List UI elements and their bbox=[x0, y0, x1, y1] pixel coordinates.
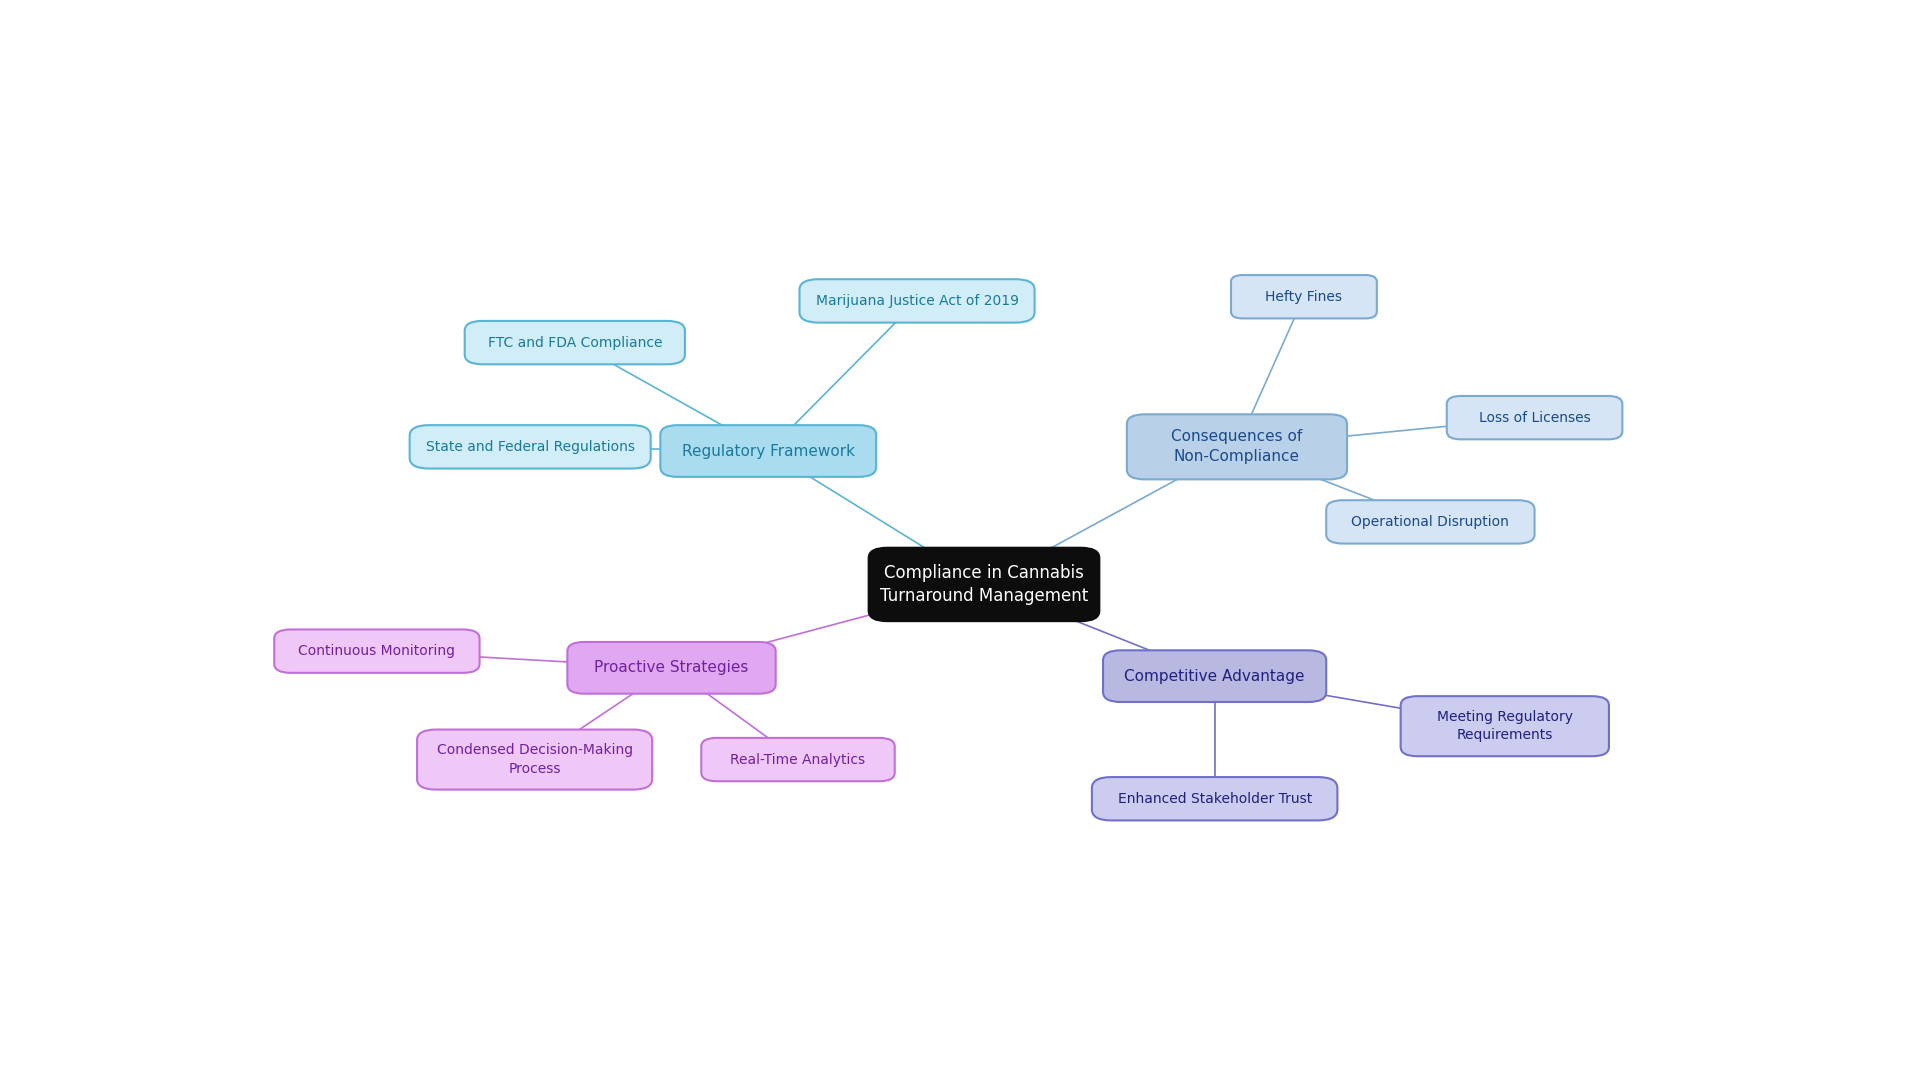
Text: FTC and FDA Compliance: FTC and FDA Compliance bbox=[488, 336, 662, 350]
Text: Loss of Licenses: Loss of Licenses bbox=[1478, 410, 1590, 425]
Text: Meeting Regulatory
Requirements: Meeting Regulatory Requirements bbox=[1436, 710, 1572, 743]
Text: Operational Disruption: Operational Disruption bbox=[1352, 514, 1509, 529]
FancyBboxPatch shape bbox=[275, 629, 480, 673]
FancyBboxPatch shape bbox=[799, 279, 1035, 323]
Text: Compliance in Cannabis
Turnaround Management: Compliance in Cannabis Turnaround Manage… bbox=[879, 563, 1089, 605]
FancyBboxPatch shape bbox=[1092, 778, 1338, 821]
FancyBboxPatch shape bbox=[868, 548, 1100, 622]
Text: Proactive Strategies: Proactive Strategies bbox=[595, 661, 749, 676]
Text: Enhanced Stakeholder Trust: Enhanced Stakeholder Trust bbox=[1117, 792, 1311, 806]
FancyBboxPatch shape bbox=[660, 426, 876, 477]
Text: Hefty Fines: Hefty Fines bbox=[1265, 290, 1342, 303]
FancyBboxPatch shape bbox=[465, 321, 685, 364]
FancyBboxPatch shape bbox=[1327, 500, 1534, 544]
Text: Continuous Monitoring: Continuous Monitoring bbox=[298, 644, 455, 658]
Text: Competitive Advantage: Competitive Advantage bbox=[1125, 668, 1306, 683]
Text: Marijuana Justice Act of 2019: Marijuana Justice Act of 2019 bbox=[816, 293, 1018, 308]
FancyBboxPatch shape bbox=[566, 642, 776, 694]
Text: State and Federal Regulations: State and Federal Regulations bbox=[426, 440, 636, 454]
FancyBboxPatch shape bbox=[701, 738, 895, 781]
FancyBboxPatch shape bbox=[1127, 415, 1348, 480]
Text: Real-Time Analytics: Real-Time Analytics bbox=[730, 753, 866, 767]
FancyBboxPatch shape bbox=[1448, 396, 1622, 440]
FancyBboxPatch shape bbox=[1231, 275, 1377, 318]
Text: Regulatory Framework: Regulatory Framework bbox=[682, 444, 854, 458]
FancyBboxPatch shape bbox=[1102, 650, 1327, 702]
FancyBboxPatch shape bbox=[417, 730, 653, 790]
FancyBboxPatch shape bbox=[409, 426, 651, 469]
Text: Consequences of
Non-Compliance: Consequences of Non-Compliance bbox=[1171, 430, 1302, 465]
FancyBboxPatch shape bbox=[1402, 696, 1609, 756]
Text: Condensed Decision-Making
Process: Condensed Decision-Making Process bbox=[436, 743, 634, 775]
